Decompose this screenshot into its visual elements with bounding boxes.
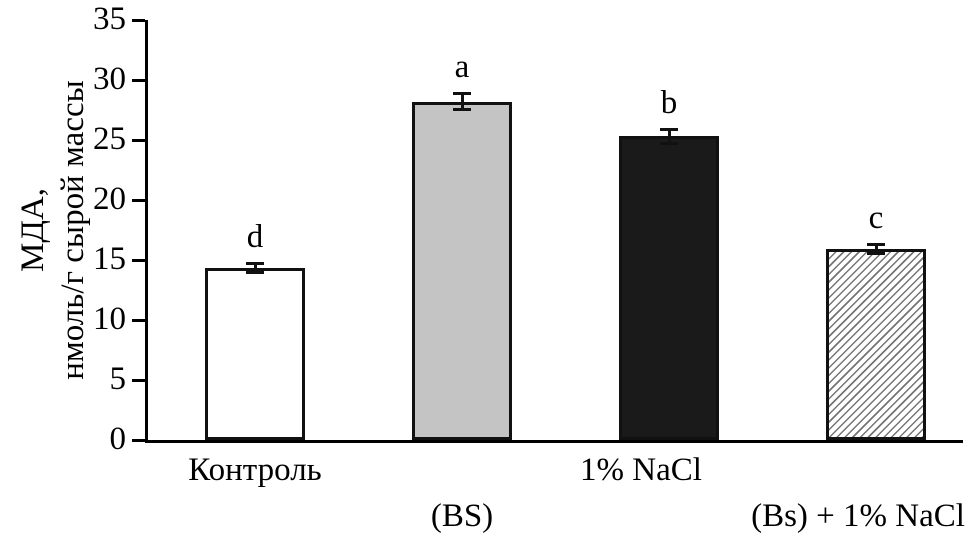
y-tick-label: 10 [93,300,126,337]
y-tick-mark [132,378,145,382]
error-bar [253,262,257,275]
x-axis-label: (BS) [430,498,494,534]
significance-letter: d [246,219,264,256]
error-bar-cap [453,108,471,112]
error-bar-cap [453,92,471,95]
y-tick-mark [132,198,145,202]
y-tick-mark [132,258,145,262]
significance-letter: b [660,85,678,121]
x-axis-label: (Bs) + 1% NaCl [751,498,965,534]
y-tick-mark [132,18,145,22]
bar-c [826,249,926,440]
y-tick-label: 20 [93,180,126,217]
y-tick-mark [132,78,145,82]
y-tick-label: 15 [93,240,126,277]
bar-d [205,268,305,440]
bar-a [412,101,512,440]
significance-letter: c [868,200,884,237]
error-bar [460,92,464,112]
y-tick-label: 25 [93,120,126,157]
error-bar-cap [867,252,885,256]
y-tick-label: 35 [93,0,126,37]
error-bar-cap [246,271,264,275]
y-tick-mark [132,438,145,442]
y-tick-label: 5 [109,360,127,397]
error-bar-cap [246,262,264,266]
plot-area: 0 5 10 15 20 25 30 35 d a b c [93,1,963,457]
error-bar-cap [867,243,885,247]
error-bar [874,243,878,256]
significance-letter: a [454,49,470,85]
y-tick-label: 0 [109,420,127,457]
y-tick-mark [132,318,145,322]
x-axis-label: 1% NaCl [580,452,702,488]
error-bar [667,128,671,145]
y-tick-label: 30 [93,60,126,97]
error-bar-cap [660,128,678,131]
x-axis-label: Контроль [188,452,322,488]
bar-b [619,136,719,440]
y-tick-mark [132,138,145,142]
error-bar-cap [660,141,678,145]
